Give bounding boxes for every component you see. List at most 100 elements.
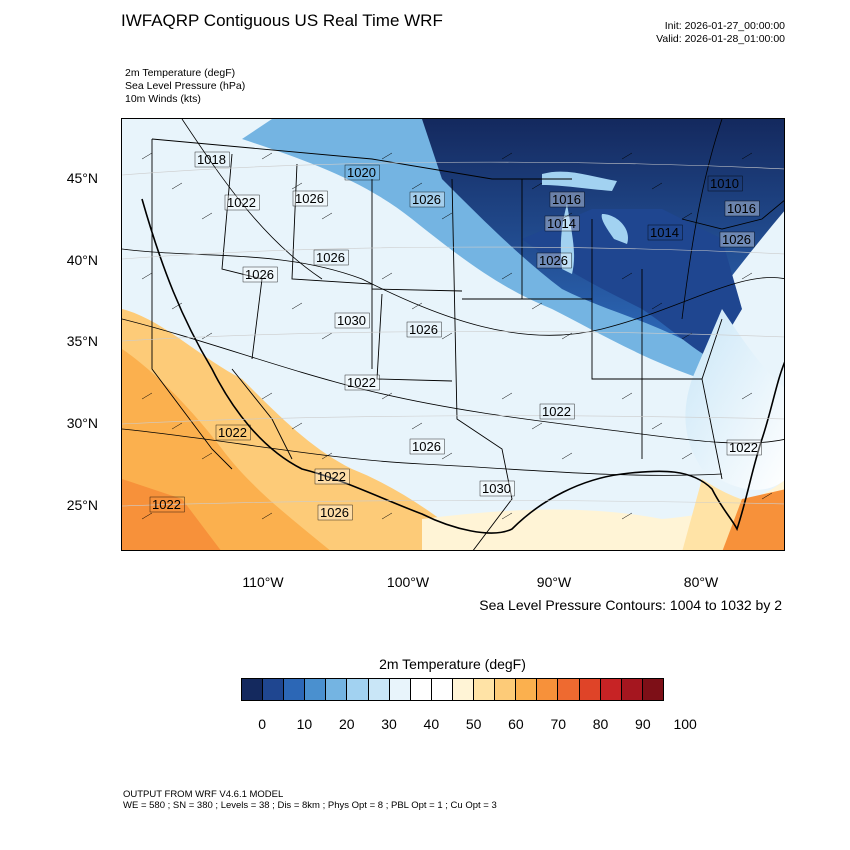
colorbar-swatch xyxy=(326,679,348,700)
lat-label-25: 25°N xyxy=(66,497,98,513)
slp-label: 1026 xyxy=(412,192,441,207)
slp-label: 1022 xyxy=(347,375,376,390)
slp-label: 1022 xyxy=(227,195,256,210)
colorbar-swatch xyxy=(474,679,496,700)
slp-label: 1014 xyxy=(547,216,576,231)
lat-label-30: 30°N xyxy=(66,415,98,431)
lake-huron xyxy=(601,214,628,244)
state-borders xyxy=(151,138,784,550)
colorbar-title: 2m Temperature (degF) xyxy=(379,656,526,672)
slp-label: 1022 xyxy=(218,425,247,440)
colorbar-swatch xyxy=(242,679,264,700)
field-pressure: Sea Level Pressure (hPa) xyxy=(125,80,246,92)
slp-label: 1020 xyxy=(347,165,376,180)
slp-label: 1022 xyxy=(542,404,571,419)
slp-label: 1016 xyxy=(727,201,756,216)
cool-region-plains xyxy=(242,119,722,379)
slp-label: 1026 xyxy=(245,267,274,282)
colorbar-swatch xyxy=(452,679,475,700)
colorbar-swatch xyxy=(347,679,369,700)
lake-superior xyxy=(542,171,617,191)
slp-label: 1014 xyxy=(650,225,679,240)
model-footer: OUTPUT FROM WRF V4.6.1 MODEL WE = 580 ; … xyxy=(123,789,497,811)
colorbar-tick-label: 60 xyxy=(508,716,524,732)
colorbar-tick-label: 70 xyxy=(550,716,567,732)
slp-label-box xyxy=(317,504,353,521)
slp-label-box xyxy=(536,252,572,269)
lake-michigan xyxy=(560,204,575,274)
slp-label-box xyxy=(406,321,442,338)
colorbar-swatch xyxy=(305,679,327,700)
temperature-map-svg: 1018 1022 1026 1020 1026 1016 1010 1014 1016 1014… xyxy=(122,119,784,550)
slp-label-box xyxy=(409,438,445,455)
colorbar-swatch xyxy=(516,679,538,700)
slp-label: 1026 xyxy=(412,439,441,454)
slp-label-box xyxy=(292,190,328,207)
field-winds: 10m Winds (kts) xyxy=(125,93,201,105)
coldest-region-midwest xyxy=(522,209,742,359)
lon-label-80w: 80°W xyxy=(683,574,719,590)
wind-barbs xyxy=(141,152,773,520)
coastline xyxy=(141,198,784,534)
lat-label-35: 35°N xyxy=(66,333,98,349)
time-info: Init: 2026-01-27_00:00:00 Valid: 2026-01… xyxy=(656,20,785,46)
slp-label: 1022 xyxy=(729,440,758,455)
slp-label-box xyxy=(313,249,349,266)
slp-label: 1022 xyxy=(152,497,181,512)
slp-label: 1026 xyxy=(539,253,568,268)
slp-label-box xyxy=(726,439,762,456)
slp-label-box xyxy=(409,191,445,208)
slp-label: 1010 xyxy=(710,176,739,191)
slp-label-box xyxy=(479,480,515,497)
weather-map: 1018 1022 1026 1020 1026 1016 1010 1014 1016 1014… xyxy=(121,118,785,551)
valid-time: Valid: 2026-01-28_01:00:00 xyxy=(656,33,785,45)
slp-label: 1026 xyxy=(409,322,438,337)
colorbar-swatch xyxy=(537,679,559,700)
field-temperature: 2m Temperature (degF) xyxy=(125,67,236,79)
colorbar-swatch xyxy=(368,679,390,700)
colorbar-swatch xyxy=(558,679,580,700)
slp-label: 1030 xyxy=(482,481,511,496)
lon-label-100w: 100°W xyxy=(386,574,430,590)
colorbar-swatch xyxy=(579,679,601,700)
lat-label-45: 45°N xyxy=(66,170,98,186)
init-time: Init: 2026-01-27_00:00:00 xyxy=(664,20,785,32)
colorbar-tick-label: 30 xyxy=(381,716,397,732)
slp-label-box xyxy=(724,200,760,217)
lon-label-90w: 90°W xyxy=(536,574,572,590)
slp-label: 1018 xyxy=(197,152,226,167)
slp-label-box xyxy=(719,231,755,248)
lat-label-40: 40°N xyxy=(66,252,98,268)
slp-label: 1016 xyxy=(552,192,581,207)
colorbar-swatch xyxy=(621,679,643,700)
slp-label-box xyxy=(707,175,743,192)
colorbar-tick-label: 40 xyxy=(423,716,440,732)
colorbar-tick-label: 10 xyxy=(296,716,313,732)
colorbar-swatch xyxy=(263,679,285,700)
slp-label: 1026 xyxy=(295,191,324,206)
colorbar-swatch xyxy=(410,679,432,700)
slp-label: 1022 xyxy=(317,469,346,484)
colorbar-tick-label: 90 xyxy=(635,716,651,732)
slp-label-box xyxy=(647,224,683,241)
colorbar xyxy=(241,678,664,701)
slp-label: 1026 xyxy=(316,250,345,265)
slp-label: 1026 xyxy=(722,232,751,247)
slp-label-box xyxy=(539,403,575,420)
colorbar-tick-label: 50 xyxy=(465,716,482,732)
colorbar-tick-label: 0 xyxy=(258,716,267,732)
hotter-region-pacific xyxy=(122,479,221,550)
slp-label-box xyxy=(215,424,251,441)
colorbar-swatch xyxy=(642,679,663,700)
colorbar-swatch xyxy=(284,679,306,700)
slp-label-box xyxy=(344,374,380,391)
colorbar-swatch xyxy=(389,679,411,700)
colorbar-swatch xyxy=(600,679,622,700)
lon-label-110w: 110°W xyxy=(242,574,284,590)
colorbar-swatch xyxy=(431,679,453,700)
colorbar-swatch xyxy=(495,679,517,700)
chart-title: IWFAQRP Contiguous US Real Time WRF xyxy=(121,11,443,30)
footer-model: OUTPUT FROM WRF V4.6.1 MODEL xyxy=(123,789,284,800)
pressure-contours xyxy=(122,119,784,476)
colorbar-tick-label: 100 xyxy=(673,716,697,732)
